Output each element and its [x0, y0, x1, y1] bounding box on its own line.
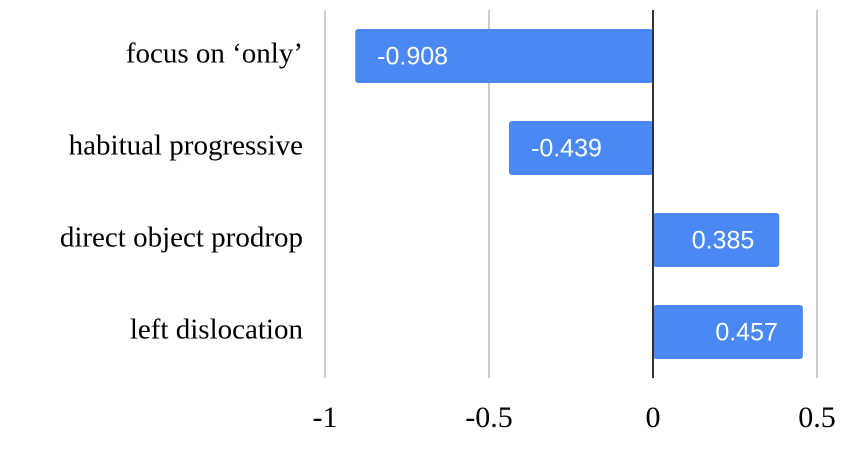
y-tick-label: habitual progressive: [69, 130, 303, 162]
bar: [653, 213, 780, 267]
y-tick-label: left dislocation: [130, 314, 304, 346]
value-label: 0.457: [715, 319, 778, 347]
x-tick-label: -0.5: [465, 401, 513, 434]
bar: [653, 305, 803, 359]
x-tick-label: 0.5: [798, 401, 836, 434]
bar: [509, 121, 653, 175]
value-label: 0.385: [692, 227, 755, 255]
value-label: -0.908: [377, 43, 448, 71]
bar: [355, 29, 653, 83]
x-tick-label: 0: [646, 401, 661, 434]
x-tick-label: -1: [313, 401, 338, 434]
value-label: -0.439: [531, 135, 602, 163]
y-tick-label: direct object prodrop: [60, 222, 303, 254]
y-tick-label: focus on ‘only’: [126, 38, 303, 70]
